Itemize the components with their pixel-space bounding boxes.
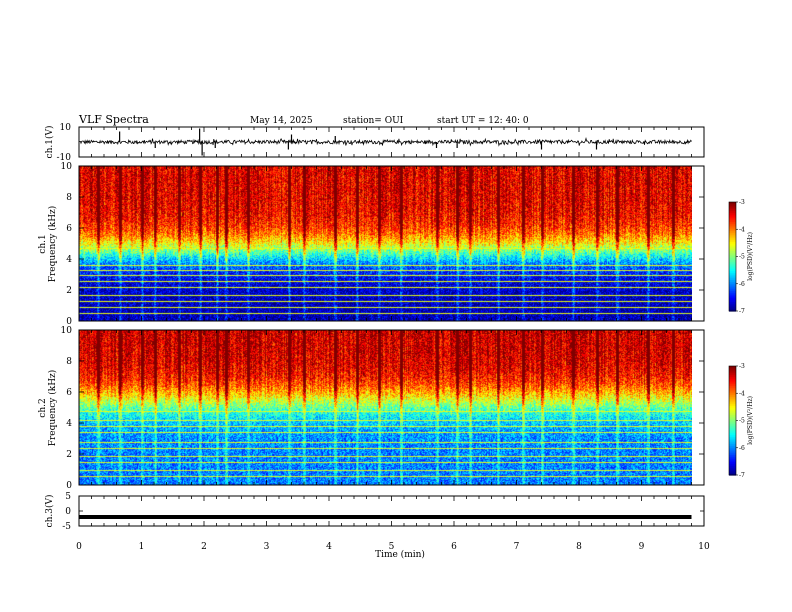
- station-label: station= OUI: [343, 116, 404, 126]
- y-tick-label: 0: [66, 481, 72, 491]
- y-tick-label: 10: [61, 162, 73, 172]
- ch2-spectrogram-channel: ch.2: [38, 398, 48, 417]
- y-tick-label: 4: [66, 255, 72, 265]
- ch3-waveform-panel: 5 0 -5 ch.3(V) 0 1 2 3 4 5 6 7 8 9 10 Time (min): [44, 492, 710, 560]
- ch3-ytick-mid: 0: [65, 507, 71, 517]
- x-tick-label: 6: [451, 542, 457, 552]
- ch3-time-ticks: [79, 496, 704, 526]
- ch3-ytick-top: 5: [65, 492, 71, 502]
- ch2-spectrogram-ylabel: Frequency (kHz): [47, 370, 58, 447]
- ch2-spectrogram-panel: 0 2 4 6 8 10 ch.2 Frequency (kHz) -3 -4 -5 -6 -7 l…: [38, 326, 754, 491]
- start-time-label: start UT = 12: 40: 0: [437, 116, 529, 126]
- x-tick-label: 1: [139, 542, 145, 552]
- colorbar-label: log(PSD)(V²/Hz): [747, 396, 754, 445]
- ch1-ytick-top: 10: [60, 123, 72, 133]
- x-tick-label: 4: [326, 542, 332, 552]
- ch2-colorbar: -3 -4 -5 -6 -7 log(PSD)(V²/Hz): [729, 363, 754, 479]
- x-tick-label: 10: [698, 542, 710, 552]
- colorbar-tick-label: -5: [739, 254, 745, 261]
- colorbar-tick-label: -6: [739, 445, 745, 452]
- ch2-spectrogram-image: [79, 330, 692, 485]
- y-tick-label: 2: [66, 286, 72, 296]
- colorbar-label: log(PSD)(V²/Hz): [747, 232, 754, 281]
- figure-title: VLF Spectra: [78, 113, 149, 126]
- ch1-spectrogram-ylabel: Frequency (kHz): [47, 206, 58, 283]
- ch1-colorbar: -3 -4 -5 -6 -7 log(PSD)(V²/Hz): [729, 199, 754, 315]
- colorbar-tick-label: -7: [739, 472, 745, 479]
- y-tick-label: 2: [66, 450, 72, 460]
- date-label: May 14, 2025: [250, 116, 313, 126]
- colorbar-tick-label: -3: [739, 199, 745, 206]
- colorbar-tick-label: -7: [739, 308, 745, 315]
- y-tick-label: 4: [66, 419, 72, 429]
- ch1-waveform-panel: 10 -10 ch.1(V): [44, 123, 704, 163]
- x-tick-label: 0: [76, 542, 82, 552]
- colorbar-tick-label: -3: [739, 363, 745, 370]
- y-tick-label: 6: [66, 388, 72, 398]
- x-tick-label: 8: [576, 542, 582, 552]
- ch1-spectrogram-panel: 0 2 4 6 8 10 ch.1 Frequency (kHz) -3 -4 -5 -6 -7 l…: [38, 162, 754, 327]
- ch3-ytick-bottom: -5: [62, 522, 71, 532]
- colorbar-tick-label: -6: [739, 281, 745, 288]
- x-tick-label: 2: [201, 542, 207, 552]
- ch1-spectrogram-image: [79, 166, 692, 321]
- y-tick-label: 8: [66, 193, 72, 203]
- time-axis-label: Time (min): [375, 549, 425, 560]
- ch1-waveform-ylabel: ch.1(V): [44, 126, 55, 159]
- x-tick-label: 3: [264, 542, 270, 552]
- colorbar-tick-label: -4: [739, 390, 745, 397]
- x-tick-label: 7: [514, 542, 520, 552]
- y-tick-label: 10: [61, 326, 73, 336]
- colorbar-tick-label: -4: [739, 226, 745, 233]
- x-tick-label: 9: [639, 542, 645, 552]
- ch3-waveform-ylabel: ch.3(V): [44, 495, 55, 528]
- ch1-spectrogram-channel: ch.1: [38, 234, 48, 253]
- y-tick-label: 8: [66, 357, 72, 367]
- ch1-waveform-trace: [79, 139, 692, 146]
- y-tick-label: 6: [66, 224, 72, 234]
- colorbar-tick-label: -5: [739, 418, 745, 425]
